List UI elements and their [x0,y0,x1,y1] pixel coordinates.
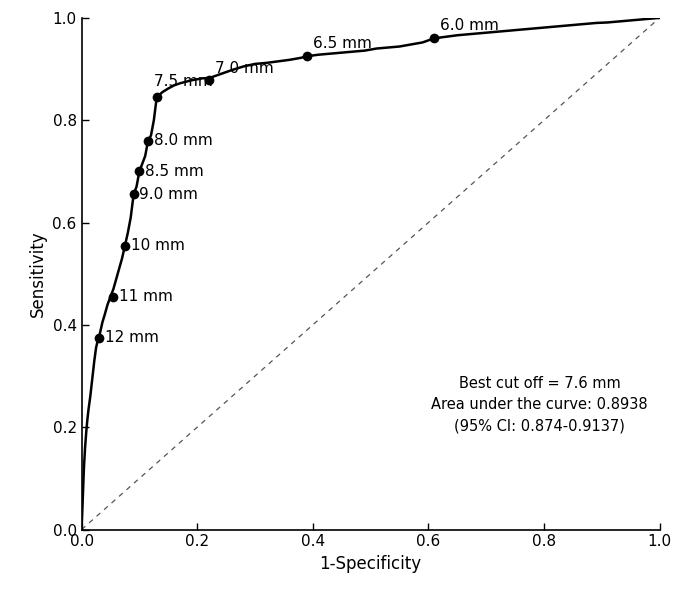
Text: 10 mm: 10 mm [131,238,184,253]
Text: 7.0 mm: 7.0 mm [215,61,273,76]
Text: 9.0 mm: 9.0 mm [139,187,199,202]
Text: 12 mm: 12 mm [105,330,158,345]
Text: 8.5 mm: 8.5 mm [146,164,204,179]
Text: 11 mm: 11 mm [119,289,173,304]
Text: 7.5 mm: 7.5 mm [154,74,213,89]
Text: 6.0 mm: 6.0 mm [440,18,499,33]
Y-axis label: Sensitivity: Sensitivity [29,230,47,317]
Text: 6.5 mm: 6.5 mm [313,36,372,51]
Text: Best cut off = 7.6 mm
Area under the curve: 0.8938
(95% CI: 0.874-0.9137): Best cut off = 7.6 mm Area under the cur… [431,376,648,433]
X-axis label: 1-Specificity: 1-Specificity [320,555,422,573]
Text: 8.0 mm: 8.0 mm [154,133,213,148]
